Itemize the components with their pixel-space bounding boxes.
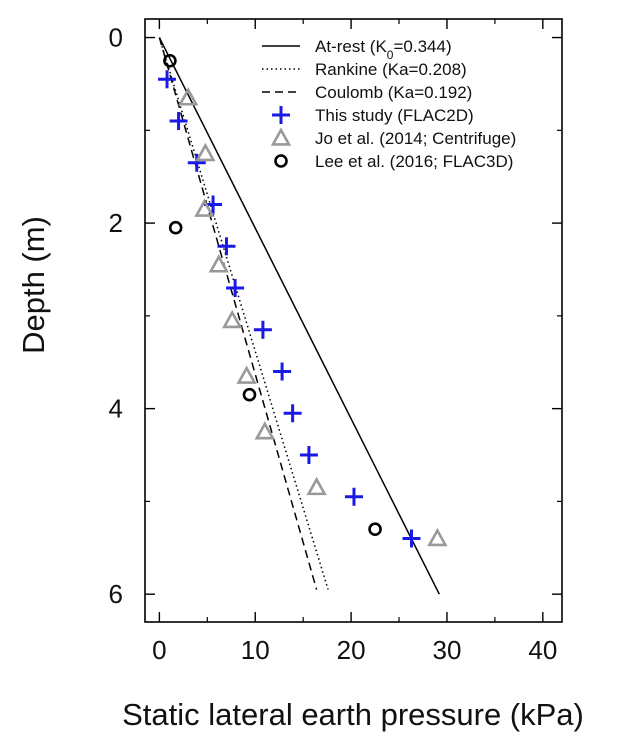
x-tick-label: 10 — [241, 635, 270, 665]
line-dotted — [158, 37, 329, 590]
legend-marker-triangle — [270, 127, 292, 146]
x-axis-label: Static lateral earth pressure (kPa) — [122, 697, 584, 732]
circle-point — [242, 387, 257, 402]
circle-point — [168, 220, 183, 235]
data-points — [158, 53, 448, 548]
legend-label: Rankine (Ka=0.208) — [315, 60, 467, 79]
triangle-point — [195, 142, 216, 162]
legend-label: At-rest (K0=0.344) — [315, 37, 452, 62]
circle-point — [368, 522, 382, 537]
triangle-point — [208, 254, 230, 273]
legend-marker-circle — [274, 154, 288, 168]
plus-point — [226, 279, 245, 298]
triangle-point — [222, 309, 243, 329]
plus-point — [169, 112, 188, 131]
circle-point — [163, 53, 177, 68]
y-axis-label: Depth (m) — [16, 216, 51, 354]
legend-label: Coulomb (Ka=0.192) — [315, 83, 472, 102]
x-tick-label: 0 — [152, 635, 166, 665]
triangle-point — [177, 87, 199, 106]
triangle-point — [254, 421, 276, 440]
reference-lines — [158, 37, 440, 595]
x-tick-label: 40 — [528, 635, 557, 665]
y-tick-label: 0 — [109, 23, 123, 53]
legend: At-rest (K0=0.344)Rankine (Ka=0.208) Coul… — [262, 37, 516, 171]
plus-point — [187, 153, 206, 172]
legend-label: Lee et al. (2016; FLAC3D) — [315, 152, 513, 171]
plus-point — [217, 237, 236, 256]
x-tick-label: 30 — [433, 635, 462, 665]
y-tick-label: 6 — [109, 579, 123, 609]
y-tick-label: 4 — [109, 394, 123, 424]
axis-ticks — [145, 19, 562, 622]
triangle-point — [427, 527, 448, 547]
triangle-point — [194, 198, 215, 217]
y-tick-label: 2 — [109, 208, 123, 238]
legend-marker-plus — [272, 106, 290, 124]
plus-point — [283, 404, 302, 423]
plus-point — [299, 446, 318, 465]
plot-frame — [144, 18, 563, 623]
legend-label: Jo et al. (2014; Centrifuge) — [315, 129, 516, 148]
plus-point — [344, 487, 363, 506]
plus-point — [402, 529, 421, 548]
legend-label: This study (FLAC2D) — [315, 106, 474, 125]
plus-point — [253, 320, 272, 339]
tick-labels: 0 10 20 30 40 0 2 4 6 — [109, 23, 558, 665]
plus-point — [158, 70, 177, 89]
triangle-point — [306, 476, 327, 496]
x-tick-label: 20 — [337, 635, 366, 665]
line-dashed — [158, 37, 318, 590]
line-solid — [158, 37, 440, 595]
plus-point — [273, 362, 292, 381]
triangle-point — [236, 365, 257, 384]
